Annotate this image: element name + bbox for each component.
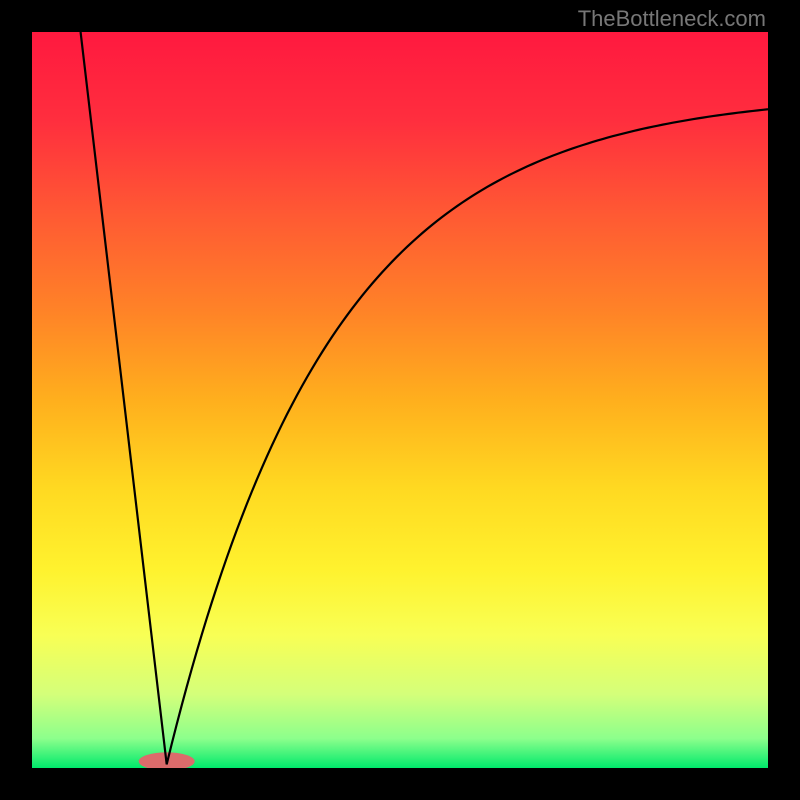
watermark-text: TheBottleneck.com xyxy=(578,6,766,32)
chart-stage: TheBottleneck.com xyxy=(0,0,800,800)
gradient-background xyxy=(32,32,768,768)
plot-svg xyxy=(32,32,768,768)
plot-area xyxy=(32,32,768,768)
